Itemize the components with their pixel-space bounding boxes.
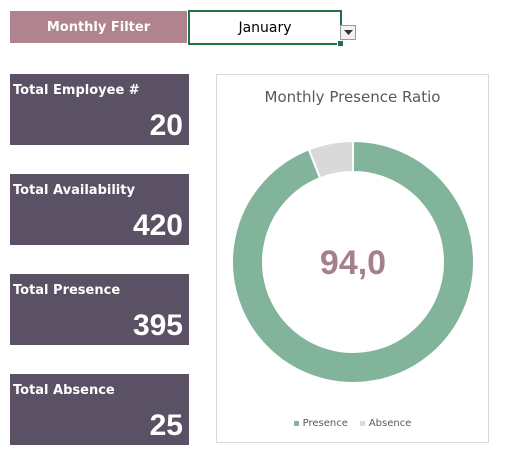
- legend-swatch: [359, 421, 365, 426]
- card-title: Total Availability: [13, 183, 135, 198]
- chart-legend: Presence Absence: [217, 418, 488, 429]
- donut-chart: 94,0: [231, 139, 475, 384]
- legend-swatch: [293, 421, 299, 426]
- total-presence-card: Total Presence 395: [10, 274, 189, 345]
- monthly-filter-input[interactable]: January: [188, 10, 342, 45]
- total-employee-card: Total Employee # 20: [10, 74, 189, 145]
- card-title: Total Presence: [13, 283, 121, 298]
- presence-ratio-chart[interactable]: Monthly Presence Ratio 94,0 Presence Abs…: [216, 74, 489, 443]
- card-value: 420: [132, 209, 183, 242]
- center-label: 94,0: [320, 244, 386, 282]
- slice-absence[interactable]: [307, 139, 354, 180]
- card-value: 395: [132, 309, 183, 342]
- legend-item-presence: Presence: [293, 418, 348, 429]
- legend-label: Presence: [302, 418, 348, 429]
- monthly-filter-label: Monthly Filter: [10, 11, 187, 43]
- card-value: 25: [149, 409, 183, 442]
- slice-presence[interactable]: [231, 139, 475, 384]
- total-availability-card: Total Availability 420: [10, 174, 189, 245]
- total-absence-card: Total Absence 25: [10, 374, 189, 445]
- chevron-down-icon: [343, 29, 353, 35]
- filter-dropdown-button[interactable]: [340, 25, 356, 40]
- card-title: Total Absence: [13, 383, 115, 398]
- card-title: Total Employee #: [13, 83, 140, 98]
- card-value: 20: [149, 109, 183, 142]
- legend-item-absence: Absence: [359, 418, 412, 429]
- chart-title: Monthly Presence Ratio: [264, 88, 441, 106]
- cell-fill-handle[interactable]: [337, 40, 344, 47]
- legend-label: Absence: [368, 418, 412, 429]
